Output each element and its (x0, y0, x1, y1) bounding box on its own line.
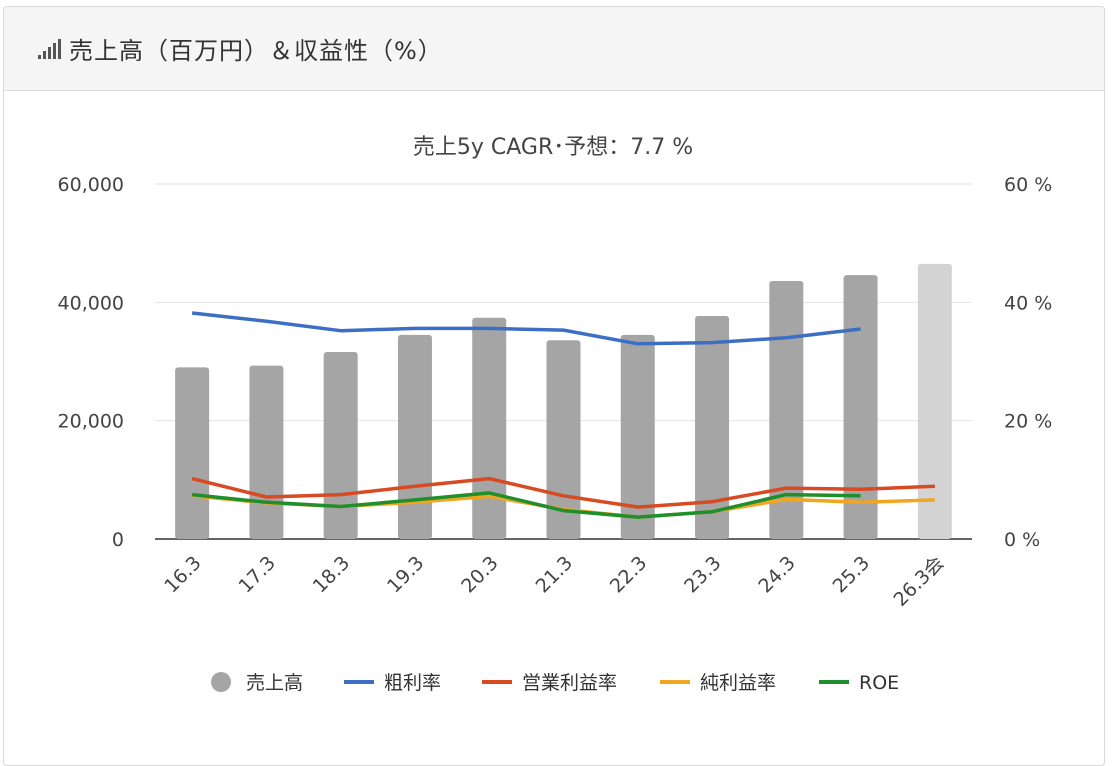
card-header: 売上高（百万円）＆収益性（%） (4, 7, 1104, 91)
line-series (191, 311, 861, 346)
x-tick-label: 18.3 (309, 552, 354, 597)
bar-sales (843, 275, 878, 539)
bar-sales (620, 334, 655, 539)
legend-label: 粗利率 (384, 672, 441, 694)
x-tick-label: 19.3 (383, 552, 428, 597)
y-left-tick-label: 20,000 (58, 411, 124, 433)
legend-label: 売上高 (246, 672, 303, 694)
chart-title: 売上5y CAGR･予想：7.7 % (413, 135, 693, 160)
x-tick-label: 16.3 (160, 552, 205, 597)
card-title: 売上高（百万円）＆収益性（%） (69, 37, 443, 65)
x-tick-label: 20.3 (457, 552, 502, 597)
legend-marker-sales (211, 672, 231, 692)
y-left-tick-label: 0 (112, 529, 124, 551)
line-series (191, 491, 861, 519)
x-tick-label: 24.3 (754, 552, 799, 597)
x-tick-label: 26.3会 (889, 552, 948, 611)
bar-sales (695, 315, 730, 539)
x-tick-label: 25.3 (829, 552, 874, 597)
x-tick-label: 21.3 (532, 552, 577, 597)
x-tick-label: 22.3 (606, 552, 651, 597)
legend-label: 営業利益率 (522, 672, 617, 694)
y-right-tick-label: 60 % (1004, 174, 1052, 196)
y-right-tick-label: 0 % (1004, 529, 1040, 551)
y-right-tick-label: 40 % (1004, 292, 1052, 314)
y-left-tick-label: 40,000 (58, 292, 124, 314)
bar-sales (397, 334, 432, 539)
bar-sales (249, 365, 284, 539)
x-tick-label: 23.3 (680, 552, 725, 597)
y-right-tick-label: 20 % (1004, 411, 1052, 433)
legend-label: 純利益率 (700, 672, 776, 694)
x-tick-label: 17.3 (234, 552, 279, 597)
bar-sales (917, 263, 952, 539)
bar-sales (769, 281, 804, 539)
bar-sales (175, 367, 210, 539)
bar-sales (546, 340, 581, 539)
bar-sales (472, 317, 507, 539)
bar-signal-icon (38, 38, 61, 59)
y-left-tick-label: 60,000 (58, 174, 124, 196)
legend-label: ROE (859, 672, 899, 694)
line-series (191, 476, 935, 509)
bar-sales (323, 352, 358, 539)
